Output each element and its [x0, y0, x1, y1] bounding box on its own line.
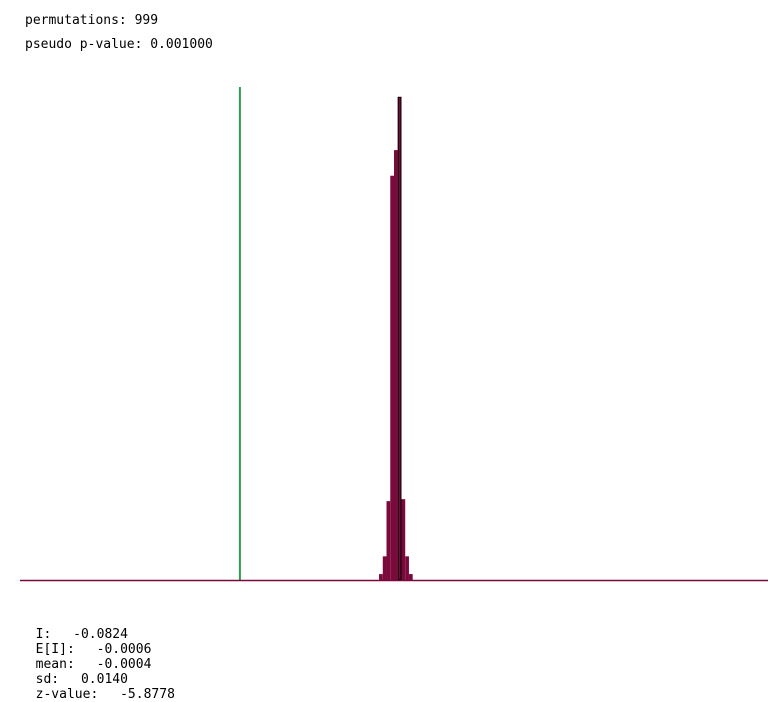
stat-sd-value: 0.0140 — [80, 672, 128, 687]
stat-i-value: -0.0824 — [73, 627, 128, 642]
stat-z-value: z-value: -5.8778 — [36, 687, 189, 702]
stat-mean-label: mean: — [35, 657, 75, 672]
stat-i-label: I: — [35, 627, 52, 642]
permutation-histogram — [20, 87, 768, 582]
histogram-bar-7 — [405, 556, 409, 580]
pseudo-p-value-label: pseudo p-value: — [25, 37, 143, 52]
permutations-line: permutations: 999 — [25, 13, 158, 28]
histogram-bar-3 — [390, 175, 394, 581]
stat-z-value-number: -5.8778 — [120, 687, 175, 702]
pseudo-p-value-line: pseudo p-value: 0.001000 — [25, 37, 213, 52]
permutations-label: permutations: — [25, 13, 127, 28]
histogram-bar-5 — [397, 96, 402, 581]
statistics-bar: I: -0.0824 E[I]: -0.0006 mean: -0.0004 s… — [20, 612, 203, 702]
stat-sd-label: sd: — [35, 672, 60, 687]
stat-i: I: -0.0824 — [36, 627, 142, 642]
highlighted-bin-outline — [397, 96, 402, 581]
stat-mean: mean: -0.0004 — [36, 657, 166, 672]
histogram-bar-6 — [401, 499, 406, 580]
histogram-bar-4 — [394, 150, 398, 580]
pseudo-p-value: 0.001000 — [150, 37, 213, 52]
histogram-bar-0 — [379, 574, 383, 580]
stat-mean-value: -0.0004 — [96, 657, 152, 672]
stat-z-label: z-value: — [35, 687, 99, 702]
histogram-bar-1 — [382, 556, 387, 580]
stat-sd: sd: 0.0140 — [36, 672, 142, 687]
permutations-value: 999 — [134, 13, 159, 28]
histogram-bar-2 — [386, 501, 391, 580]
histogram-bar-8 — [408, 574, 413, 580]
